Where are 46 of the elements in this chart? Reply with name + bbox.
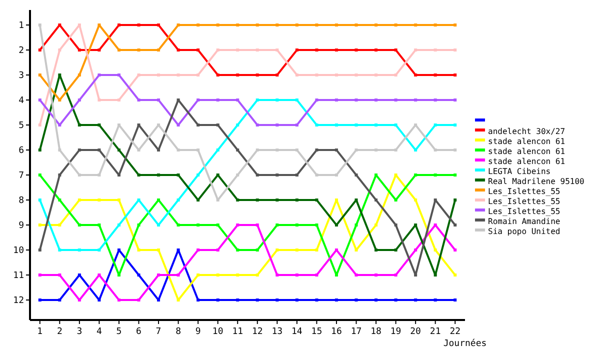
- x-tick-label: 8: [176, 327, 182, 337]
- x-tick-label: 13: [272, 327, 283, 337]
- x-tick-label: 18: [370, 327, 382, 337]
- legend-label: andelecht 30x/27: [488, 127, 566, 136]
- x-tick-label: 4: [96, 327, 102, 337]
- x-tick-label: 11: [232, 327, 244, 337]
- y-tick-label: 11: [13, 271, 24, 282]
- legend-label: Les_Islettes_55: [488, 187, 560, 196]
- x-tick-label: 20: [410, 327, 421, 337]
- x-tick-label: 2: [56, 327, 62, 337]
- x-tick-label: 10: [212, 327, 224, 337]
- legend-label: Les_Islettes_55: [488, 207, 560, 216]
- y-tick-label: 9: [18, 221, 24, 232]
- x-tick-label: 22: [450, 327, 461, 337]
- y-tick-label: 4: [18, 96, 24, 106]
- x-tick-label: 9: [195, 327, 201, 337]
- x-tick-label: 1: [37, 327, 43, 337]
- y-tick-label: 2: [18, 46, 24, 56]
- x-tick-label: 12: [252, 327, 263, 337]
- x-tick-label: 21: [430, 327, 441, 337]
- x-tick-label: 6: [136, 327, 142, 337]
- legend-label: Sia popo United: [488, 227, 560, 236]
- legend-label: stade alencon 61: [488, 157, 566, 166]
- legend-label: Les_Islettes_55: [488, 197, 560, 206]
- y-tick-label: 1: [18, 21, 24, 32]
- y-tick-label: 12: [13, 296, 24, 306]
- y-tick-label: 8: [18, 196, 24, 206]
- y-tick-label: 10: [13, 246, 24, 256]
- x-tick-label: 7: [156, 327, 162, 337]
- x-axis-title: Journées: [443, 338, 487, 349]
- x-tick-label: 5: [116, 327, 122, 337]
- y-tick-label: 6: [18, 146, 24, 156]
- x-tick-label: 14: [292, 327, 302, 337]
- y-tick-label: 7: [18, 171, 24, 182]
- y-tick-label: 3: [18, 71, 24, 82]
- x-tick-label: 15: [311, 327, 322, 337]
- legend-label: stade alencon 61: [488, 147, 566, 156]
- x-tick-label: 17: [350, 327, 362, 337]
- legend-label: Real Madrilene 95100: [488, 177, 585, 186]
- legend-label: LEGTA Cibeins: [488, 167, 551, 176]
- legend-label: Romain Amandine: [488, 217, 560, 226]
- x-tick-label: 3: [76, 327, 82, 337]
- legend-label: stade alencon 61: [488, 137, 566, 146]
- y-tick-label: 5: [18, 121, 24, 132]
- x-tick-label: 16: [331, 327, 342, 337]
- x-tick-label: 19: [390, 327, 402, 337]
